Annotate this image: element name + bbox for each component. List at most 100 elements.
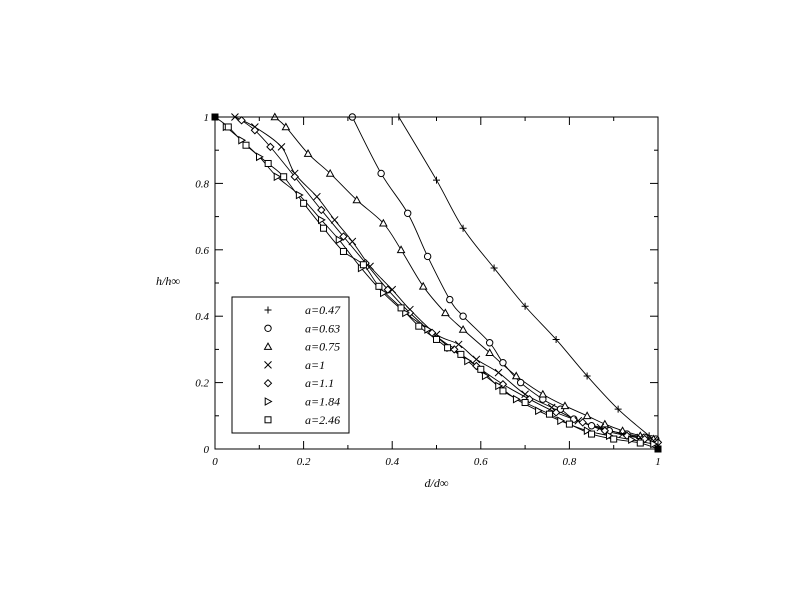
x-axis-label: d/d∞: [425, 476, 449, 490]
data-point-plus: [490, 264, 498, 272]
data-point-diamond: [551, 408, 561, 417]
legend-box: [231, 296, 350, 434]
data-point-plus: [552, 335, 560, 343]
x-tick-label: 0.2: [297, 456, 311, 468]
legend-marker-triangle: [263, 342, 273, 350]
data-point-square: [521, 399, 529, 407]
data-point-triangle-right: [628, 435, 636, 445]
data-point-square: [264, 159, 272, 167]
data-point-square: [499, 387, 507, 395]
legend-marker-circle: [264, 324, 272, 332]
data-point-square: [242, 141, 250, 149]
data-point-triangle: [352, 195, 362, 204]
data-point-square: [339, 247, 347, 255]
data-point-triangle: [378, 218, 388, 227]
legend-label: a=0.75: [305, 340, 340, 354]
y-axis-label: h/h∞: [156, 274, 180, 288]
data-point-square: [415, 322, 423, 330]
data-point-triangle: [303, 148, 313, 157]
markers-layer: [211, 112, 663, 453]
data-point-triangle-right: [273, 172, 282, 182]
data-point-plus: [459, 224, 467, 232]
data-point-cross: [454, 340, 463, 349]
data-point-square: [359, 261, 367, 269]
data-point-cross: [547, 403, 556, 412]
series-line-0: [398, 116, 659, 443]
data-point-triangle-right: [424, 325, 433, 334]
tick-labels-layer: 0 0.2 0.4 0.6 0.8 1 0 0.2 0.4 0.6 0.8 1: [195, 112, 661, 468]
data-point-cross: [472, 355, 481, 364]
data-point-diamond: [427, 328, 437, 338]
y-tick-label: 0.8: [195, 178, 209, 190]
data-point-square: [565, 420, 573, 428]
legend-marker-square: [264, 416, 272, 424]
data-point-triangle-right: [557, 416, 566, 426]
x-tick-label: 0.8: [563, 456, 577, 468]
ticks-layer: [214, 116, 659, 450]
data-point-triangle: [418, 281, 428, 290]
data-point-circle: [423, 252, 432, 261]
data-point-triangle-right: [380, 288, 388, 298]
data-point-square: [375, 282, 383, 290]
y-tick-label: 0.2: [195, 378, 209, 390]
data-point-triangle: [325, 168, 335, 177]
data-point-square: [300, 199, 308, 207]
data-point-cross: [277, 143, 286, 151]
data-point-circle: [516, 378, 525, 387]
data-point-diamond: [290, 172, 299, 181]
legend-label: a=0.47: [305, 303, 341, 317]
data-point-triangle-right: [583, 426, 592, 436]
data-point-square: [477, 365, 485, 373]
y-tick-label: 1: [204, 112, 210, 124]
x-tick-label: 1: [655, 456, 661, 468]
data-point-diamond: [339, 232, 348, 241]
data-point-triangle-right: [256, 152, 264, 162]
data-point-diamond: [266, 142, 275, 152]
legend-label: a=1.1: [305, 376, 334, 390]
y-tick-label: 0.6: [195, 245, 209, 257]
data-point-triangle: [538, 389, 548, 398]
legend-items: a=0.47 a=0.63 a=0.75 a=1 a=1.1 a=1.84 a=2.46: [263, 303, 341, 427]
data-point-circle: [459, 312, 467, 320]
data-point-triangle: [511, 371, 521, 380]
data-point-square: [457, 350, 465, 358]
data-point-triangle: [485, 348, 495, 357]
data-point-triangle: [281, 122, 291, 131]
data-point-plus: [583, 372, 591, 380]
legend-label: a=2.46: [305, 413, 340, 427]
data-point-circle: [404, 209, 412, 217]
data-point-diamond: [250, 126, 260, 135]
data-point-square: [224, 123, 232, 131]
x-tick-label: 0.6: [474, 456, 488, 468]
data-point-triangle-right: [481, 371, 490, 381]
data-point-circle: [377, 169, 385, 178]
data-point-triangle-right: [605, 431, 614, 441]
data-point-triangle-right: [495, 381, 504, 391]
data-point-triangle: [441, 308, 450, 317]
data-point-square: [588, 430, 596, 438]
data-point-circle: [499, 358, 507, 367]
data-point-cross: [348, 237, 357, 246]
legend-marker-triangle-right: [264, 397, 273, 406]
data-point-cross: [313, 192, 321, 201]
data-point-plus: [433, 176, 440, 184]
legend-label: a=1: [305, 358, 325, 372]
y-tick-label: 0.4: [195, 311, 209, 323]
legend-marker-cross: [264, 361, 272, 369]
data-point-square: [636, 439, 644, 447]
data-point-diamond: [237, 116, 246, 125]
data-point-square: [444, 344, 452, 352]
data-point-diamond: [317, 205, 326, 215]
data-point-circle: [485, 339, 494, 347]
data-point-diamond: [383, 285, 392, 294]
data-point-cross: [521, 390, 529, 399]
legend-marker-diamond: [263, 378, 273, 388]
data-point-cross: [330, 216, 339, 224]
data-point-triangle-right: [650, 439, 659, 449]
data-point-triangle-right: [512, 394, 521, 404]
data-point-plus: [521, 302, 529, 310]
data-point-square: [433, 335, 440, 343]
data-point-triangle-right: [295, 190, 304, 200]
